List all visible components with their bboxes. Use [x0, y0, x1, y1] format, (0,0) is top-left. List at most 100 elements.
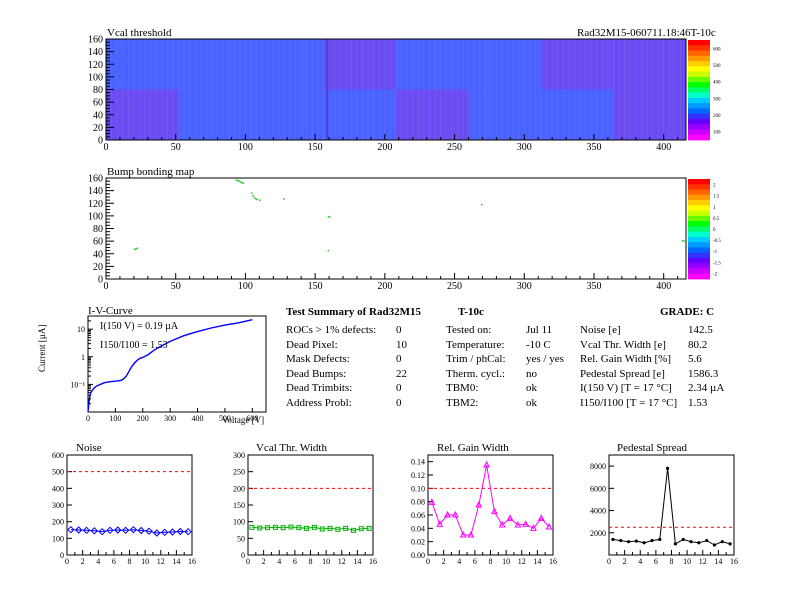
bump-palette-label: 0: [713, 228, 716, 233]
vcal_width-series-line: [251, 526, 370, 531]
iv-x-tick-label: 500: [219, 414, 231, 423]
summary-col3-label: Noise [e]: [580, 324, 621, 336]
roc-tile: [106, 39, 179, 90]
y-tick-label: 140: [88, 47, 103, 58]
y-tick-label: 0: [98, 136, 103, 147]
vcal-palette-swatch: [688, 113, 710, 120]
vcal_width-y-tick-label: 100: [233, 518, 245, 527]
iv-x-tick-label: 600: [246, 414, 258, 423]
noise-y-tick-label: 100: [52, 534, 64, 543]
noise-point: [114, 526, 122, 534]
bump-palette-swatch: [688, 200, 710, 206]
rel_gain-point: [490, 507, 498, 515]
roc-tile: [541, 39, 614, 90]
noise-point: [168, 528, 177, 536]
vcal_width-x-tick-label: 6: [293, 557, 297, 566]
summary-col3-label: Rel. Gain Width [%]: [580, 353, 672, 365]
pedestal-point: [720, 540, 724, 544]
pedestal-x-tick-label: 14: [714, 557, 722, 566]
roc-tile: [613, 89, 686, 140]
noise-point: [82, 526, 91, 535]
summary-col1-label: Dead Pixel:: [286, 338, 338, 351]
y-tick-label: 160: [88, 174, 103, 185]
rel_gain-point: [444, 510, 451, 518]
y-tick-label: 20: [93, 262, 103, 273]
x-tick-label: 300: [517, 142, 532, 153]
bump-palette-swatch: [688, 252, 710, 259]
heatmap-frame: [105, 177, 687, 280]
summary-col1-value: 10: [396, 338, 407, 351]
bump-palette-swatch: [688, 263, 710, 269]
noise-frame: [66, 454, 193, 556]
vcal_width-y-tick-label: 200: [233, 484, 245, 493]
rel_gain-point: [483, 460, 491, 468]
dead-bump-point: [253, 196, 256, 199]
summary-col2-label: Temperature:: [446, 338, 505, 351]
dead-bump-point: [235, 179, 238, 181]
noise-point: [160, 528, 169, 537]
rel_gain-x-tick-label: 12: [518, 557, 526, 566]
pedestal-x-tick-label: 0: [607, 557, 611, 566]
vcal_width-point: [296, 525, 302, 531]
rel_gain-x-tick-label: 10: [502, 557, 510, 566]
summary-grade: GRADE: C: [660, 306, 715, 318]
vcal_width-point: [343, 525, 349, 531]
y-tick-label: 40: [93, 249, 103, 260]
pedestal-point: [611, 537, 615, 542]
vcal-palette-label: 600: [713, 47, 721, 52]
vcal-palette-label: 500: [713, 64, 721, 69]
vcal-palette-swatch: [688, 134, 710, 141]
x-tick-label: 350: [586, 281, 601, 292]
noise-x-tick-label: 16: [188, 557, 196, 566]
pedestal-point: [619, 538, 623, 543]
dead-bump-point: [241, 181, 243, 184]
iv-y-tick-label: 10⁻¹: [70, 380, 85, 389]
bump-palette-swatch: [688, 257, 710, 264]
pedestal-point: [728, 542, 732, 546]
pedestal-y-tick-label: 8000: [590, 462, 606, 471]
bump-palette-label: 0.5: [713, 217, 720, 222]
summary-col3-value: 1.53: [688, 396, 708, 409]
vcal-palette-label: 200: [713, 114, 721, 119]
pedestal-point: [689, 540, 693, 544]
rel_gain-y-tick-label: 0.06: [411, 511, 425, 520]
dead-bump-point: [251, 192, 253, 195]
bump-palette-swatch: [688, 205, 710, 211]
rel_gain-y-tick-label: 0.00: [411, 551, 425, 560]
noise-x-tick-label: 10: [141, 557, 149, 566]
summary-col1-value: 22: [396, 367, 407, 380]
rel_gain-x-tick-label: 4: [457, 557, 461, 566]
x-tick-label: 150: [308, 142, 323, 153]
summary-col1-value: 0: [396, 382, 402, 394]
pedestal-x-tick-label: 16: [730, 557, 738, 566]
pedestal-point: [712, 543, 717, 547]
roc-tile: [178, 89, 251, 140]
vcal_width-point: [358, 526, 364, 532]
y-tick-label: 20: [93, 123, 103, 134]
iv-curve-title: I-V-Curve: [88, 305, 133, 317]
summary-col2-value: yes / yes: [526, 353, 564, 365]
bump-palette-swatch: [688, 242, 710, 248]
pedestal-x-tick-label: 12: [699, 557, 707, 566]
dead-bump-point: [329, 216, 331, 219]
summary-col3-label: I(150 V) [T = 17 °C]: [580, 382, 672, 394]
x-tick-label: 400: [656, 281, 671, 292]
bump-palette-label: -1: [713, 250, 718, 255]
noise-point: [98, 527, 106, 536]
rel_gain-point: [522, 520, 530, 527]
bump-palette-swatch: [688, 215, 710, 222]
rel_gain-x-tick-label: 16: [549, 557, 557, 566]
x-tick-label: 400: [656, 142, 671, 153]
iv-xlabel: Voltage [V]: [222, 415, 265, 425]
rel_gain-x-tick-label: 2: [442, 557, 446, 566]
noise-x-tick-label: 6: [112, 557, 116, 566]
vcal_width-x-tick-label: 10: [322, 557, 330, 566]
rel_gain-y-tick-label: 0.10: [411, 484, 425, 493]
roc-tile: [323, 89, 396, 140]
vcal_width-point: [249, 524, 255, 530]
pedestal-x-tick-label: 8: [670, 557, 674, 566]
summary-col3-value: 2.34 µA: [688, 382, 725, 394]
pedestal-y-tick-label: 6000: [590, 484, 606, 493]
vcal_width-y-tick-label: 50: [237, 534, 245, 543]
dead-bump-point: [327, 249, 330, 252]
